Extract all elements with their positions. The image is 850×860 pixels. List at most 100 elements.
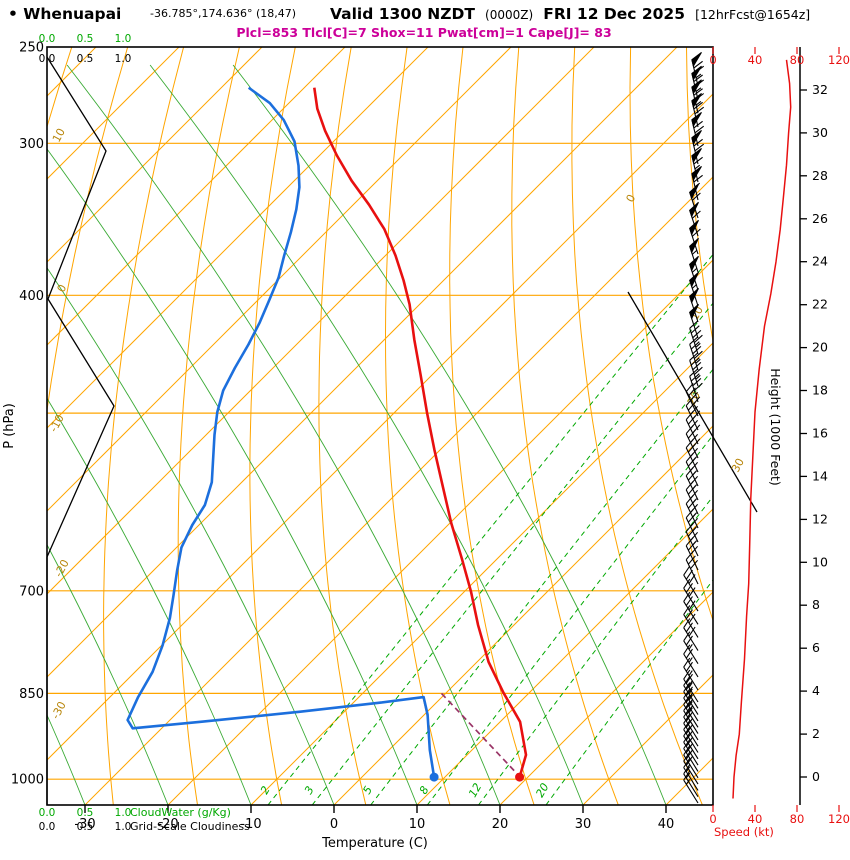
moist-adiabat-label: 10 [50,126,68,144]
mixing-ratio-line [267,253,713,805]
speed-tick-top: 80 [790,53,805,67]
dewpoint-curve [126,86,436,778]
moist-adiabat-label: -30 [49,699,69,721]
cloudwater-scale-bottom: 0.5 [77,807,94,819]
height-tick-label: 26 [812,211,828,226]
isotherm [250,342,713,805]
dry-adiabat [686,47,713,344]
dry-adiabat [249,47,296,805]
moist-adiabat-label: 20 [685,389,703,407]
dry-adiabat [742,47,850,805]
moist-adiabat [66,64,501,805]
moist-adiabat [47,148,418,805]
isotherm [84,176,713,805]
cloudwater-scale-top: 1.0 [115,33,132,45]
pressure-axis-title: P (hPa) [2,403,17,449]
height-tick-label: 0 [812,769,820,784]
pressure-tick-label: 700 [19,584,44,599]
mixing-ratio-label: 12 [466,781,484,800]
speed-tick-bottom: 40 [748,812,763,826]
wind-barbs [683,52,705,804]
valid-date: FRI 12 Dec 2025 [543,5,685,23]
sounding-curves [126,86,528,782]
height-tick-label: 18 [812,383,828,398]
height-tick-label: 22 [812,297,828,312]
height-tick-label: 8 [812,597,820,612]
cloudiness-scale-bottom: 0.0 [39,821,56,833]
isotherm [47,47,429,429]
height-axis-title: Height (1000 Feet) [768,368,783,486]
cloudwater-scale-top: 0.0 [39,33,56,45]
parcel-path [440,692,520,777]
moist-adiabat [232,64,667,805]
barb-pennant [691,166,702,182]
dry-adiabat [449,47,535,805]
header: • Whenuapai -36.785°,174.636° (18,47) Va… [8,4,810,40]
plot-border [46,46,714,806]
isotherm [582,674,713,805]
speed-tick-top: 120 [828,53,850,67]
mixing-ratio-label: 8 [417,784,432,797]
valid-utc: (0000Z) [485,8,533,22]
temperature-curve [313,87,528,778]
height-tick-label: 10 [812,554,828,569]
pressure-tick-label: 250 [19,41,44,56]
boundary-line [627,291,758,513]
dry-adiabat [571,47,703,805]
dry-adiabat [384,47,451,805]
station-coords: -36.785°,174.636° (18,47) [150,7,296,20]
isotherm [47,47,346,346]
cloudiness-scale-top: 0.5 [77,53,94,65]
speed-panel: 0246810121416182022242628303200404080801… [709,47,850,826]
isotherm [47,47,512,512]
height-tick-label: 12 [812,511,828,526]
barb-pennant [691,130,702,146]
pressure-tick-label: 400 [19,289,44,304]
mixing-ratio-label: 5 [360,784,375,797]
axis-titles: P (hPa) Temperature (C) Height (1000 Fee… [2,368,783,851]
valid-time: Valid 1300 NZDT [330,5,475,23]
pressure-tick-label: 300 [19,137,44,152]
temp-tick-label: 20 [492,817,509,832]
isotherm [47,47,678,678]
temp-tick-label: 40 [658,817,675,832]
mixing-ratio-label: 20 [533,781,551,800]
temp-tick-label: -30 [74,817,95,832]
cloudiness-legend: Grid-Scale Cloudiness [130,820,250,833]
cloudwater-legend: CloudWater (g/Kg) [130,806,231,819]
mixing-ratio-line [426,434,713,805]
speed-tick-bottom: 0 [709,812,716,826]
isotherm [47,47,180,180]
isotherm [47,47,263,263]
valid-title: Valid 1300 NZDT (0000Z) FRI 12 Dec 2025 … [330,4,810,23]
height-tick-label: 4 [812,683,820,698]
isotherm [167,259,713,805]
isotherm [333,425,713,805]
moist-adiabat [47,267,335,805]
speed-tick-top: 40 [748,53,763,67]
moist-adiabat [149,64,584,805]
dry-adiabat [511,47,619,805]
dry-adiabat [47,47,129,414]
mixing-ratio-line [370,368,713,805]
moist-adiabat-label: 30 [729,456,747,474]
temp-tick-label: 30 [575,817,592,832]
cloudwater-scale-bottom: 0.0 [39,807,56,819]
moist-adiabat [47,543,169,805]
speed-axis-title: Speed (kt) [714,825,774,839]
barb-pennant [691,148,702,164]
plot-frame [46,46,714,806]
dry-adiabat [629,47,713,622]
height-tick-label: 28 [812,168,828,183]
cloudiness-scale-bottom: 1.0 [115,821,132,833]
speed-tick-bottom: 120 [828,812,850,826]
height-tick-label: 2 [812,726,820,741]
cloudwater-scale-top: 0.5 [77,33,94,45]
height-tick-label: 20 [812,340,828,355]
moist-adiabat-label: -10 [47,412,67,434]
stability-params: Plcl=853 Tlcl[C]=7 Shox=11 Pwat[cm]=1 Ca… [236,25,611,40]
pressure-tick-label: 850 [19,687,44,702]
barb-pennant [689,183,699,200]
